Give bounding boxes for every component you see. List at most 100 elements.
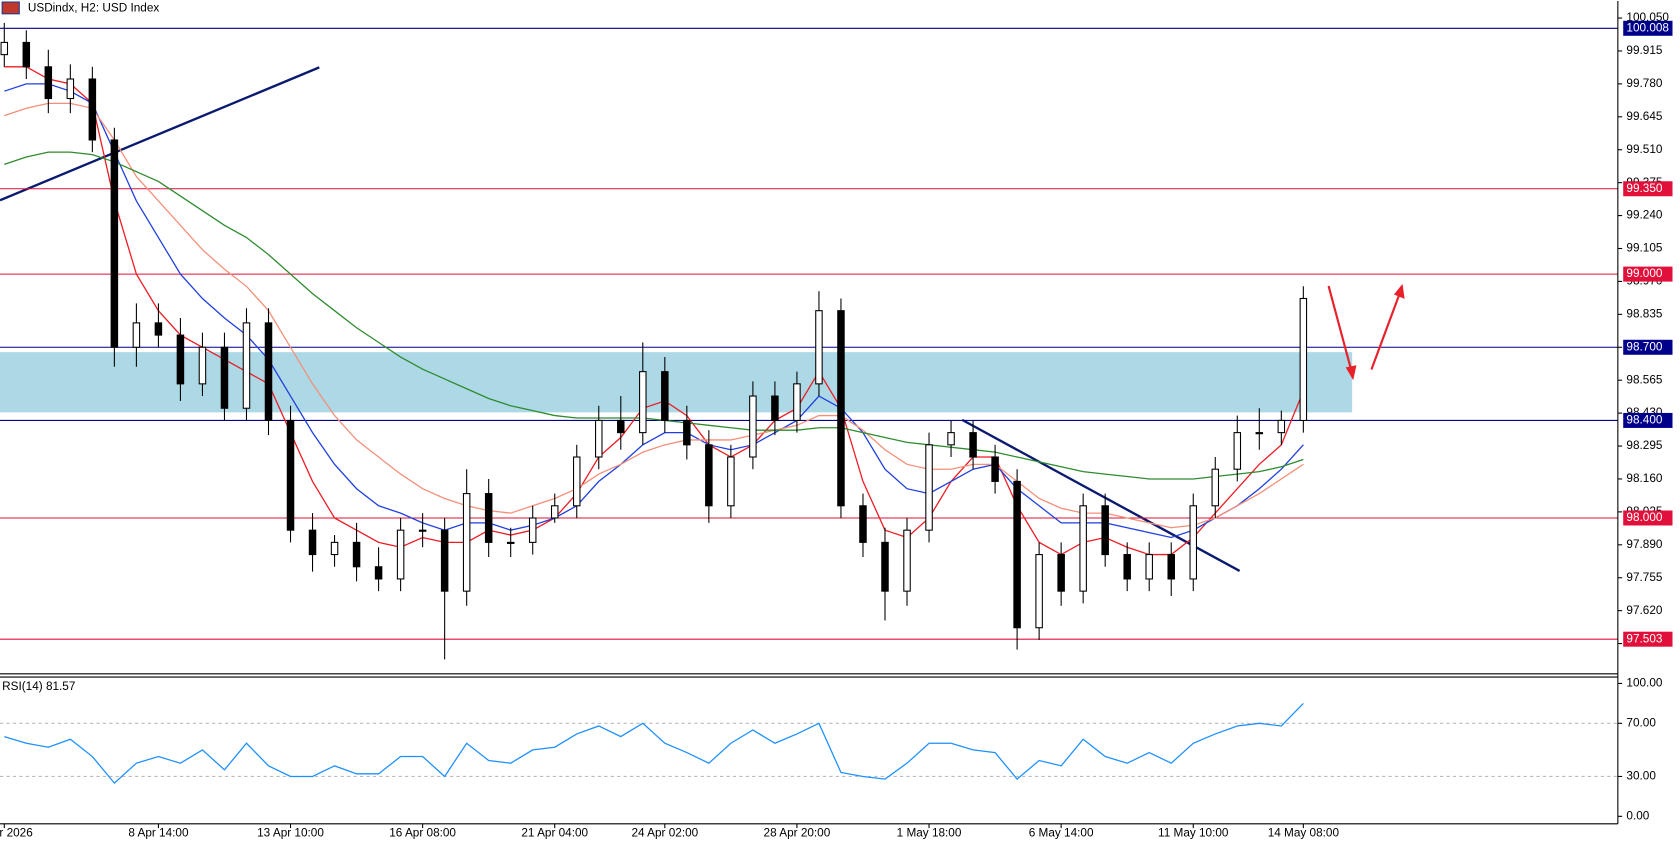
candle-body [220,346,229,409]
candle-body [110,139,119,348]
candle-body [683,419,691,446]
arrow-head [1345,365,1357,381]
y-tick-label: 99.105 [1626,242,1662,255]
x-tick-label: 14 May 08:00 [1268,827,1340,840]
candle-body [1057,554,1065,592]
y-tick-label: 97.755 [1626,571,1662,584]
level-tag [1623,266,1673,282]
candle-body [352,541,361,568]
arrow [1370,294,1401,370]
candle-body [396,529,405,580]
candle-body [1123,554,1131,580]
y-tick-label: 97.620 [1626,604,1662,617]
candle-body [727,456,735,507]
candle-body [903,529,911,592]
candle-body [1079,505,1087,592]
level-label: 98.700 [1626,340,1662,353]
candle-body [1145,554,1153,580]
candle-body [330,541,339,556]
x-tick-label: 24 Apr 02:00 [631,827,698,840]
x-tick-label: 28 Apr 20:00 [764,827,831,840]
candle-body [771,395,779,421]
candle-body [1211,468,1220,507]
y-tick-label: 99.510 [1626,143,1662,156]
y-tick-label: 70.00 [1626,716,1656,729]
candle-body [881,541,889,592]
x-tick-label: 11 May 10:00 [1158,827,1229,840]
candle-body [837,310,845,507]
candle-body [1255,432,1264,435]
candle-body [528,517,537,543]
x-tick-label: 6 May 14:00 [1029,827,1094,840]
candle-body [1035,554,1043,629]
candle-body [947,432,955,446]
candle-body [815,310,823,385]
rsi-title: RSI(14) 81.57 [2,680,75,693]
candle-body [705,444,713,507]
candle-body [22,41,31,68]
y-tick-label: 98.565 [1626,373,1662,386]
moving-average [4,151,1304,480]
candle-body [991,456,999,482]
level-label: 97.503 [1626,632,1662,645]
candle-body [264,322,273,421]
candle-body [1013,480,1021,629]
y-tick-label: 99.915 [1626,44,1662,57]
candle-body [198,346,207,385]
candle-body [88,78,97,141]
candle-body [572,456,581,507]
plot [0,22,1618,660]
level-tag [1623,510,1673,526]
y-tick-label: 99.240 [1626,209,1662,222]
level-label: 99.350 [1626,182,1662,195]
candle-body [661,371,669,421]
x-tick-label: 1 May 18:00 [897,827,962,840]
y-tick-label: 100.00 [1626,677,1662,690]
candle-body [925,444,933,531]
candle-body [1299,297,1308,421]
candle-body [154,322,163,336]
candle-body [242,322,251,409]
candle-body [418,529,427,532]
candle-body [308,529,317,556]
candle-body [66,78,75,100]
candle-body [440,529,449,592]
symbol-icon [1,1,20,15]
y-tick-label: 30.00 [1626,770,1656,783]
level-label: 100.008 [1626,21,1669,34]
candle-body [749,395,757,458]
arrow [1327,285,1353,370]
level-tag [1623,412,1673,428]
candle-body [132,322,141,348]
x-tick-label: 3 Apr 2026 [0,827,33,840]
x-tick-label: 8 Apr 14:00 [128,827,189,840]
x-tick-label: 16 Apr 08:00 [389,827,456,840]
level-label: 99.000 [1626,267,1662,280]
level-tag [1623,631,1673,647]
arrow-head [1393,283,1405,299]
candle-body [506,541,515,544]
candle-body [176,334,185,385]
candle-body [1189,505,1197,580]
candle-body [595,419,603,458]
y-tick-label: 99.645 [1626,110,1662,123]
candle-body [374,566,383,580]
level-label: 98.000 [1626,511,1662,524]
candle-body [793,383,801,421]
candle-body [1167,554,1175,580]
candle-body [859,505,867,543]
trendline [0,66,320,202]
candle-body [286,419,295,531]
level-tag [1623,339,1673,355]
rsi-line [4,702,1304,785]
candle-body [1101,505,1109,556]
y-tick-label: 98.295 [1626,439,1662,452]
x-tick-label: 13 Apr 10:00 [257,827,324,840]
candle-body [0,41,9,56]
chart-title: USDindx, H2: USD Index [28,2,160,15]
candle-body [617,419,625,434]
y-tick-label: 98.160 [1626,472,1662,485]
candle-body [550,505,559,519]
candle-body [484,493,493,543]
